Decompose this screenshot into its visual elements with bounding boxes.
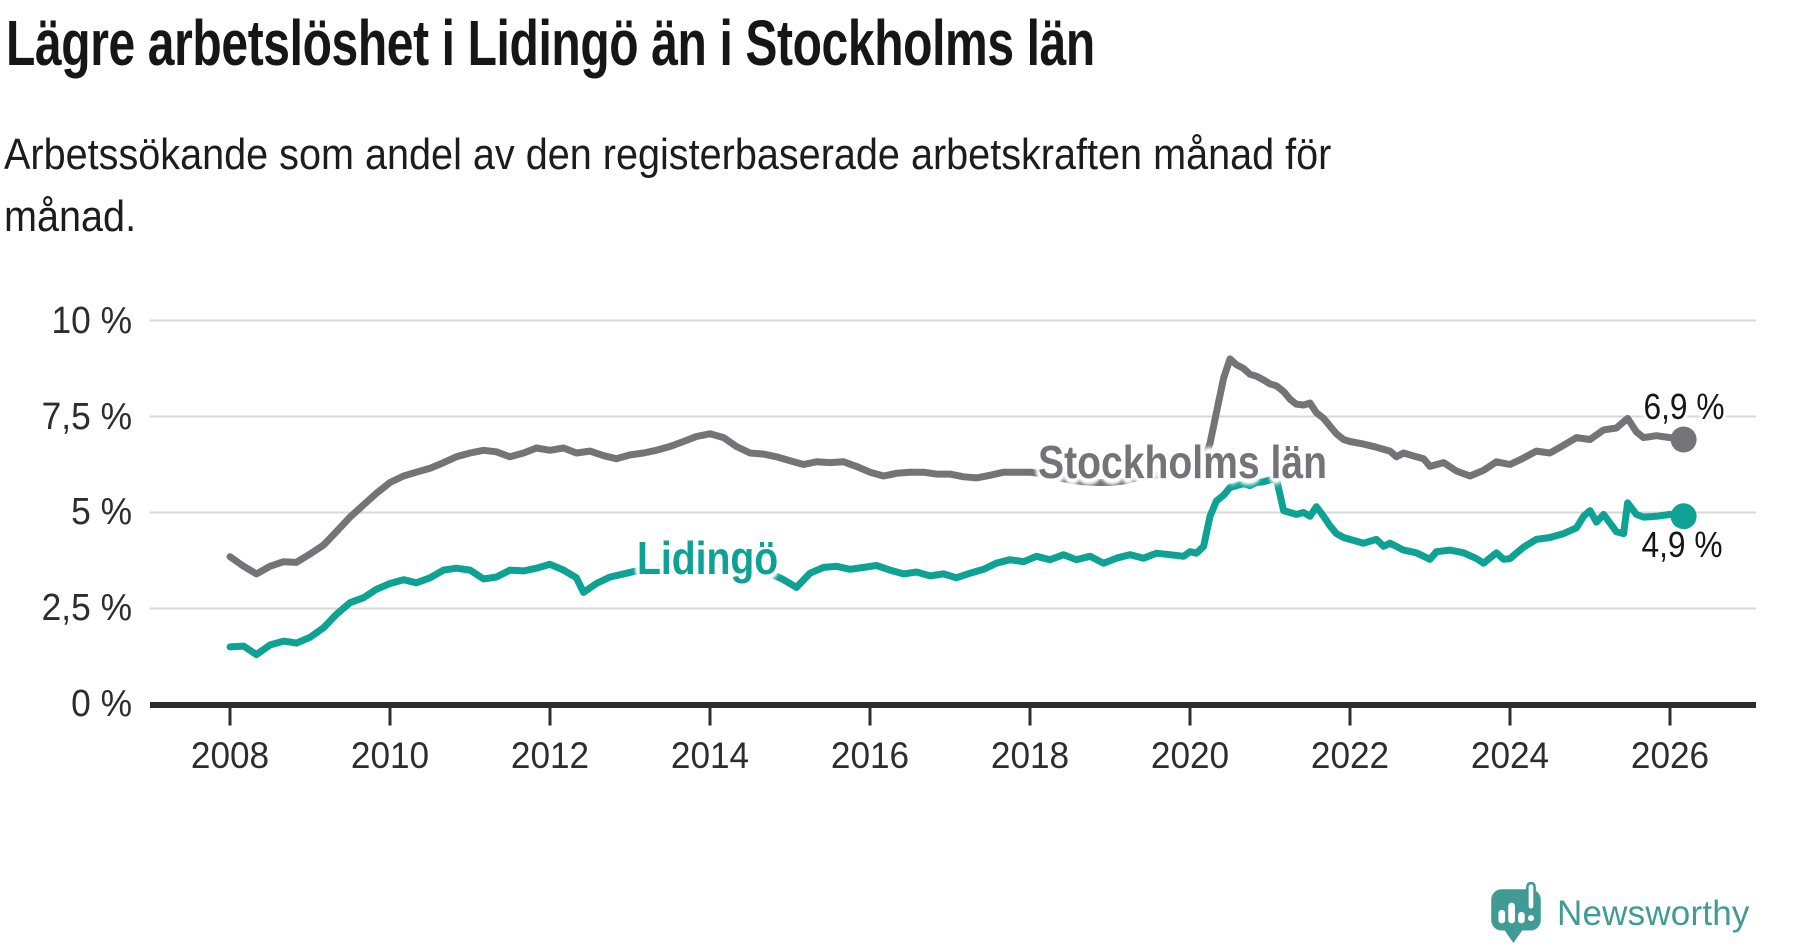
end-value-label-lidingo: 4,9 %: [1641, 524, 1723, 565]
end-value-label-stockholms-lan: 6,9 %: [1643, 386, 1725, 427]
x-axis-label-2022: 2022: [1310, 735, 1390, 776]
series-label-stockholms-lan: Stockholms län: [1038, 436, 1327, 488]
chart-subtitle: Arbetssökande som andel av den registerb…: [4, 124, 1331, 248]
series-label-lidingo: Lidingö: [637, 532, 779, 584]
x-axis-label-2020: 2020: [1150, 735, 1230, 776]
chart-subtitle-line2: månad.: [4, 192, 137, 241]
newsworthy-logo: Newsworthy: [1488, 882, 1750, 946]
y-axis-label-2-5: 2,5 %: [41, 587, 132, 629]
chart-subtitle-line1: Arbetssökande som andel av den registerb…: [4, 130, 1332, 179]
page-title: Lägre arbetslöshet i Lidingö än i Stockh…: [6, 7, 1095, 79]
x-axis-label-2018: 2018: [990, 735, 1070, 776]
y-axis-label-0: 0 %: [71, 683, 132, 725]
y-axis-label-5: 5 %: [71, 491, 132, 533]
x-axis-label-2024: 2024: [1470, 735, 1550, 776]
newsworthy-logo-text: Newsworthy: [1557, 894, 1750, 933]
x-axis-label-2008: 2008: [190, 735, 270, 776]
y-axis-label-7-5: 7,5 %: [41, 396, 132, 438]
newsworthy-bubble-chart-icon: [1491, 882, 1541, 943]
y-axis-label-10: 10 %: [51, 300, 132, 342]
x-axis-label-2016: 2016: [830, 735, 910, 776]
x-axis-label-2010: 2010: [350, 735, 430, 776]
x-axis-label-2026: 2026: [1630, 735, 1710, 776]
x-axis-label-2014: 2014: [670, 735, 750, 776]
x-axis-label-2012: 2012: [510, 735, 590, 776]
